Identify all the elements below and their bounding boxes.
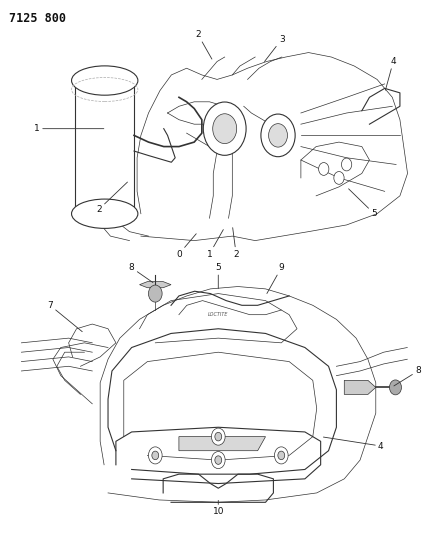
Text: 1: 1 <box>207 230 223 259</box>
Text: 2: 2 <box>195 30 212 59</box>
Text: 5: 5 <box>215 263 221 288</box>
Circle shape <box>269 124 288 147</box>
Circle shape <box>389 380 401 395</box>
Text: 5: 5 <box>348 189 377 218</box>
Circle shape <box>318 163 329 175</box>
Circle shape <box>149 447 162 464</box>
Circle shape <box>215 456 222 464</box>
Circle shape <box>334 172 344 184</box>
Text: LOCTITE: LOCTITE <box>208 312 229 317</box>
Text: 8: 8 <box>129 263 153 282</box>
Text: 2: 2 <box>96 182 128 214</box>
Text: 1: 1 <box>34 124 104 133</box>
Circle shape <box>215 432 222 441</box>
Circle shape <box>261 114 295 157</box>
Circle shape <box>342 158 352 171</box>
Polygon shape <box>344 381 376 394</box>
Text: 3: 3 <box>265 35 285 61</box>
Text: 0: 0 <box>176 234 196 259</box>
Text: 7: 7 <box>47 301 82 332</box>
Ellipse shape <box>71 199 138 229</box>
Text: 10: 10 <box>213 500 224 516</box>
Polygon shape <box>179 437 265 451</box>
Circle shape <box>152 451 159 459</box>
Circle shape <box>203 102 246 155</box>
Circle shape <box>211 428 225 445</box>
Text: 7125 800: 7125 800 <box>9 12 65 25</box>
Ellipse shape <box>71 66 138 95</box>
Text: 2: 2 <box>233 228 239 259</box>
Polygon shape <box>140 281 171 288</box>
Circle shape <box>274 447 288 464</box>
Text: 4: 4 <box>324 437 383 450</box>
Text: 9: 9 <box>267 263 284 294</box>
Circle shape <box>211 451 225 469</box>
Text: 4: 4 <box>386 57 396 90</box>
Circle shape <box>149 285 162 302</box>
Text: 8: 8 <box>394 367 421 386</box>
Circle shape <box>278 451 285 459</box>
Circle shape <box>213 114 237 143</box>
